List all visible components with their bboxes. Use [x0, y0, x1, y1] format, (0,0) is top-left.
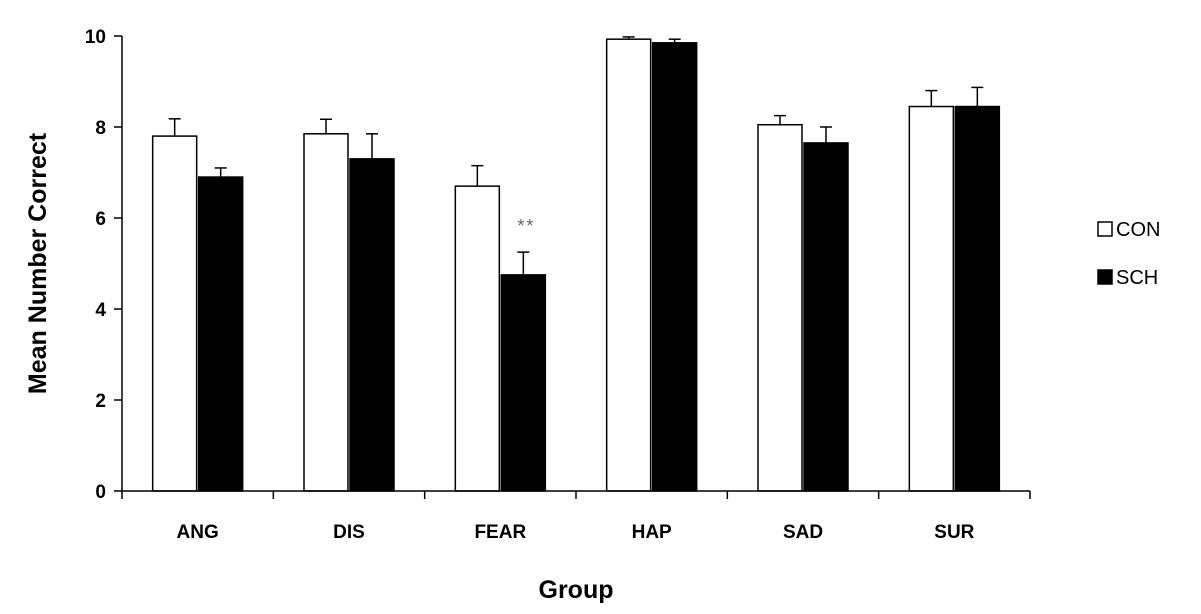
y-tick-label-10: 10 [85, 27, 106, 48]
bar-sch-dis [349, 158, 395, 492]
bar-sch-sur [954, 105, 1001, 492]
legend-swatch-sch [1097, 269, 1113, 285]
x-tick-label-ang: ANG [177, 522, 219, 543]
x-tick-label-hap: HAP [632, 522, 672, 543]
x-tick-label-sad: SAD [783, 522, 823, 543]
bar-con-ang [151, 135, 198, 492]
legend-label-sch: SCH [1116, 267, 1158, 289]
y-tick-label-4: 4 [95, 300, 106, 321]
bar-con-fear [454, 185, 501, 492]
y-axis-title: Mean Number Correct [24, 132, 52, 394]
bar-con-sad [757, 123, 803, 492]
y-tick-label-2: 2 [95, 391, 106, 412]
significance-annotation-fear: ** [517, 216, 535, 236]
axes-layer [114, 35, 1031, 499]
bar-con-hap [605, 38, 652, 492]
x-axis-title: Group [539, 576, 614, 604]
legend: CON SCH [1097, 219, 1160, 289]
labels-layer: ANG DIS FEAR HAP SAD SUR 0 2 4 6 8 10 Mean Number Co… [24, 27, 975, 604]
x-tick-label-fear: FEAR [474, 522, 526, 543]
y-tick-label-0: 0 [95, 482, 106, 503]
y-tick-label-8: 8 [95, 118, 106, 139]
bar-con-sur [908, 105, 955, 492]
bar-sch-sad [803, 142, 849, 492]
x-tick-label-sur: SUR [934, 522, 974, 543]
x-tick-label-dis: DIS [333, 522, 365, 543]
legend-swatch-con [1097, 221, 1113, 237]
bar-con-dis [303, 133, 349, 492]
legend-label-con: CON [1116, 219, 1160, 241]
bar-sch-fear [500, 274, 547, 492]
y-tick-label-6: 6 [95, 209, 106, 230]
bars-layer [151, 36, 1001, 492]
bar-sch-hap [651, 42, 698, 492]
bar-sch-ang [197, 176, 244, 492]
